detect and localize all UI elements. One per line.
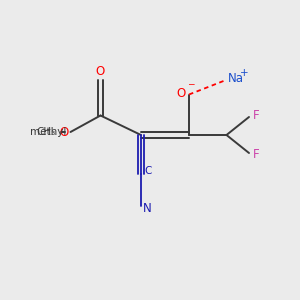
Text: Na: Na <box>228 71 244 85</box>
Text: −: − <box>187 80 194 88</box>
Text: F: F <box>253 148 260 161</box>
Text: N: N <box>143 202 152 215</box>
Text: methyl: methyl <box>30 127 66 137</box>
Text: +: + <box>240 68 248 78</box>
Text: O: O <box>96 64 105 78</box>
Text: F: F <box>253 109 260 122</box>
Text: CH₃: CH₃ <box>36 127 55 137</box>
Text: O: O <box>176 86 185 100</box>
Text: C: C <box>144 166 151 176</box>
Text: O: O <box>60 125 69 139</box>
